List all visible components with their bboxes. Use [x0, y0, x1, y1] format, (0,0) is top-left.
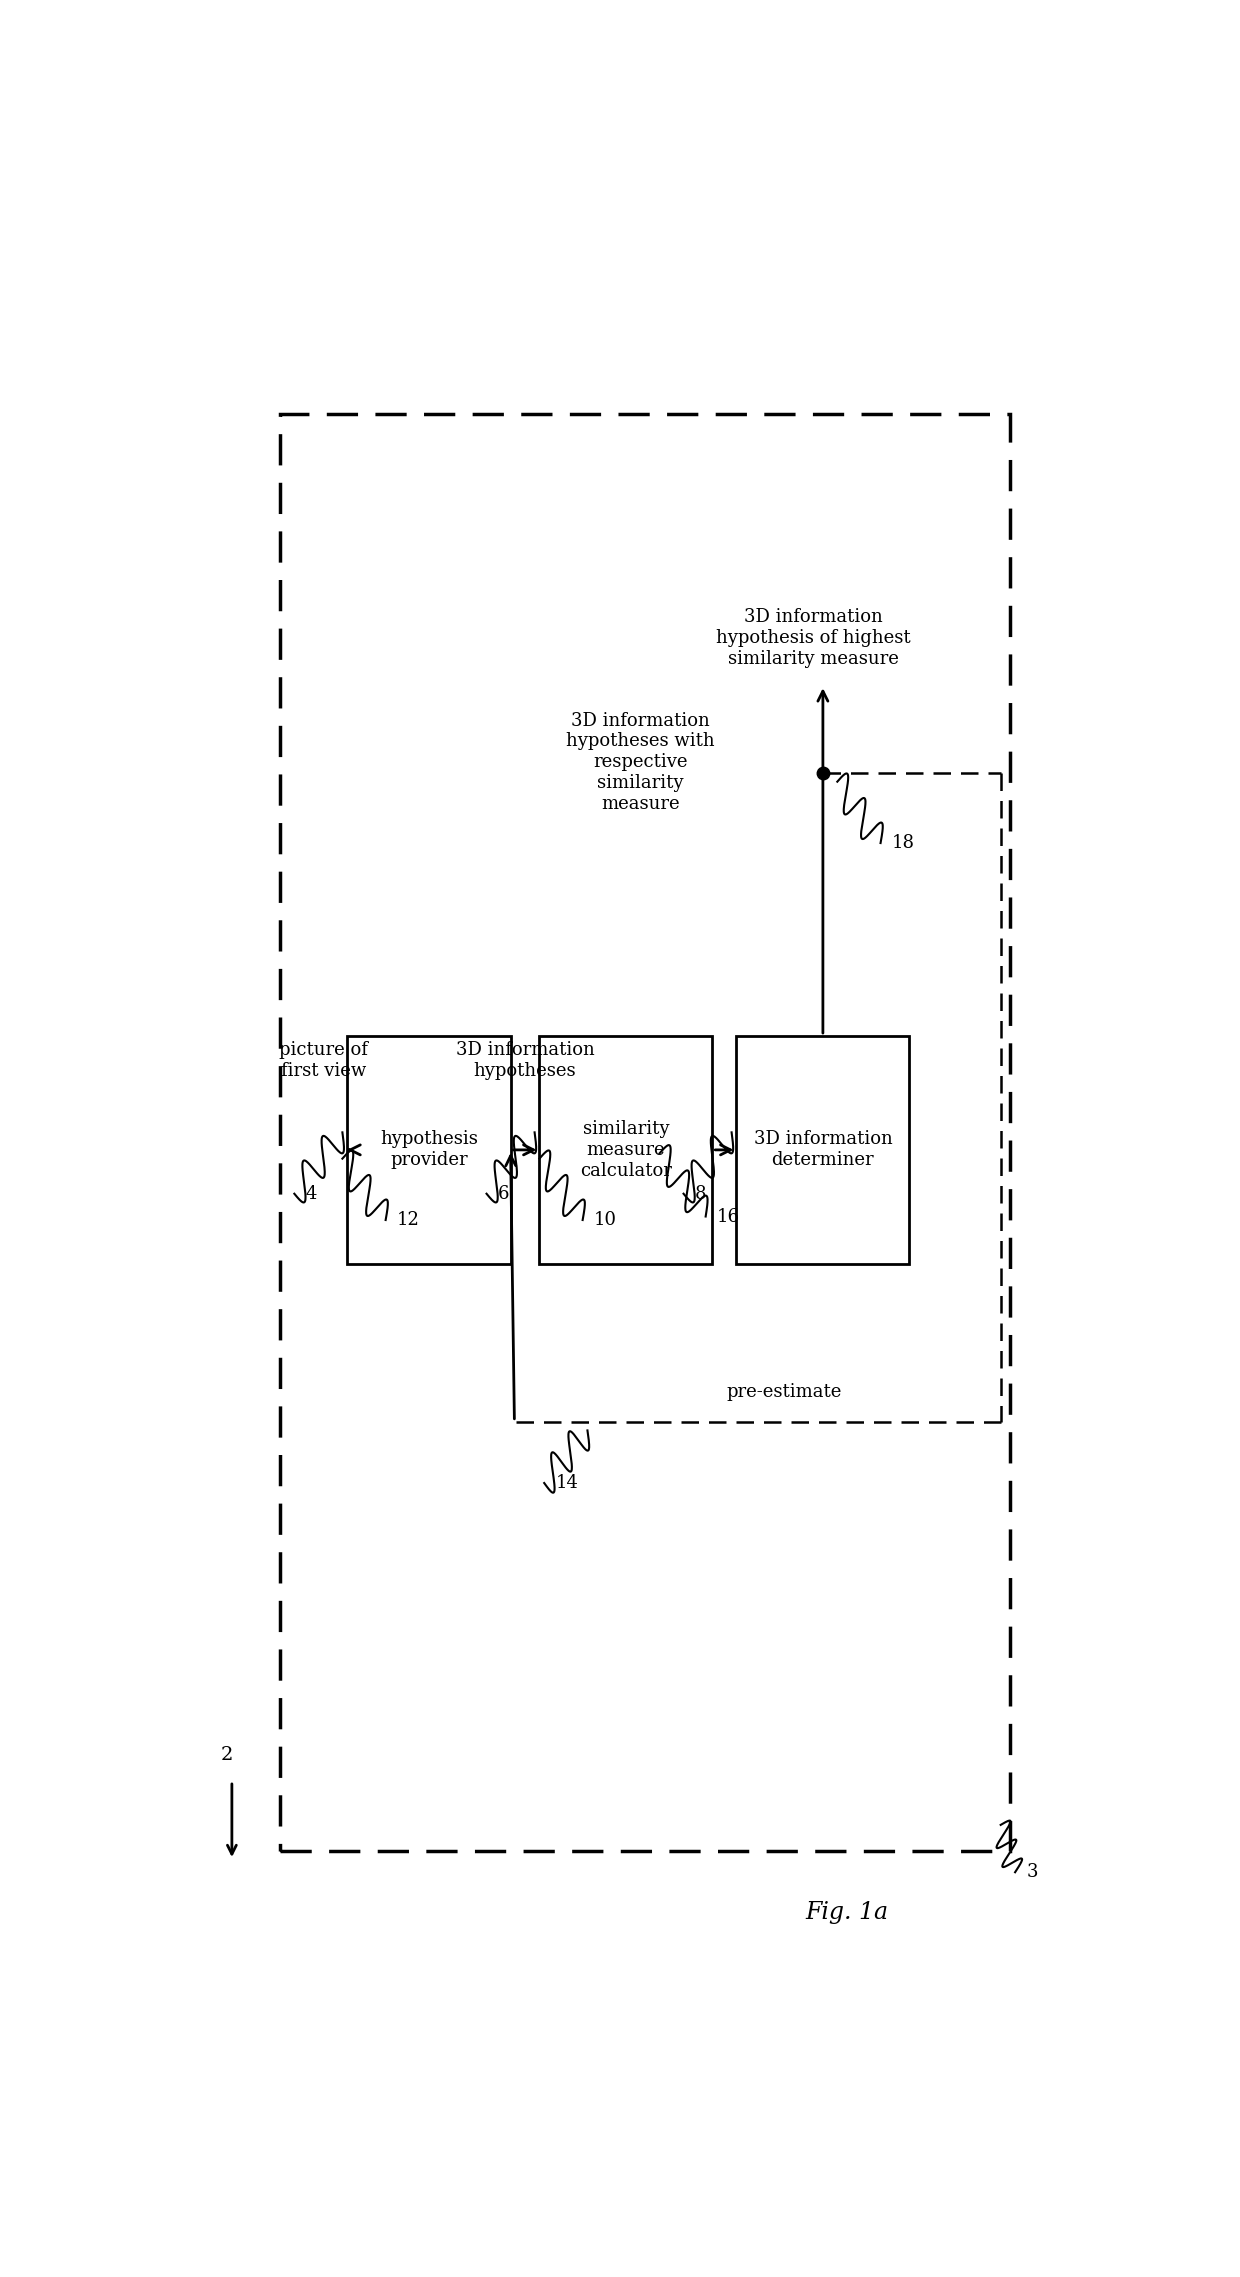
Text: 18: 18	[892, 833, 915, 852]
Text: 3D information
hypotheses with
respective
similarity
measure: 3D information hypotheses with respectiv…	[565, 710, 714, 813]
Text: 3D information
hypothesis of highest
similarity measure: 3D information hypothesis of highest sim…	[715, 608, 910, 667]
Text: pre-estimate: pre-estimate	[727, 1382, 842, 1400]
Text: 10: 10	[594, 1211, 618, 1230]
Text: 14: 14	[556, 1473, 579, 1491]
Text: 12: 12	[397, 1211, 420, 1230]
Text: 3: 3	[1027, 1863, 1038, 1881]
Bar	[280, 414, 1011, 1851]
Text: 8: 8	[696, 1184, 707, 1202]
Bar	[539, 1036, 713, 1264]
Text: similarity
measure
calculator: similarity measure calculator	[580, 1120, 672, 1179]
Text: 3D information
hypotheses: 3D information hypotheses	[455, 1041, 594, 1079]
Bar	[737, 1036, 909, 1264]
Text: Fig. 1a: Fig. 1a	[805, 1901, 889, 1924]
Text: 3D information
determiner: 3D information determiner	[754, 1129, 893, 1170]
Bar	[347, 1036, 511, 1264]
Text: picture of
first view: picture of first view	[279, 1041, 367, 1079]
Text: 16: 16	[717, 1207, 740, 1225]
Text: hypothesis
provider: hypothesis provider	[379, 1129, 477, 1170]
Text: 4: 4	[306, 1184, 317, 1202]
Text: 6: 6	[498, 1184, 510, 1202]
Text: 2: 2	[221, 1746, 233, 1762]
